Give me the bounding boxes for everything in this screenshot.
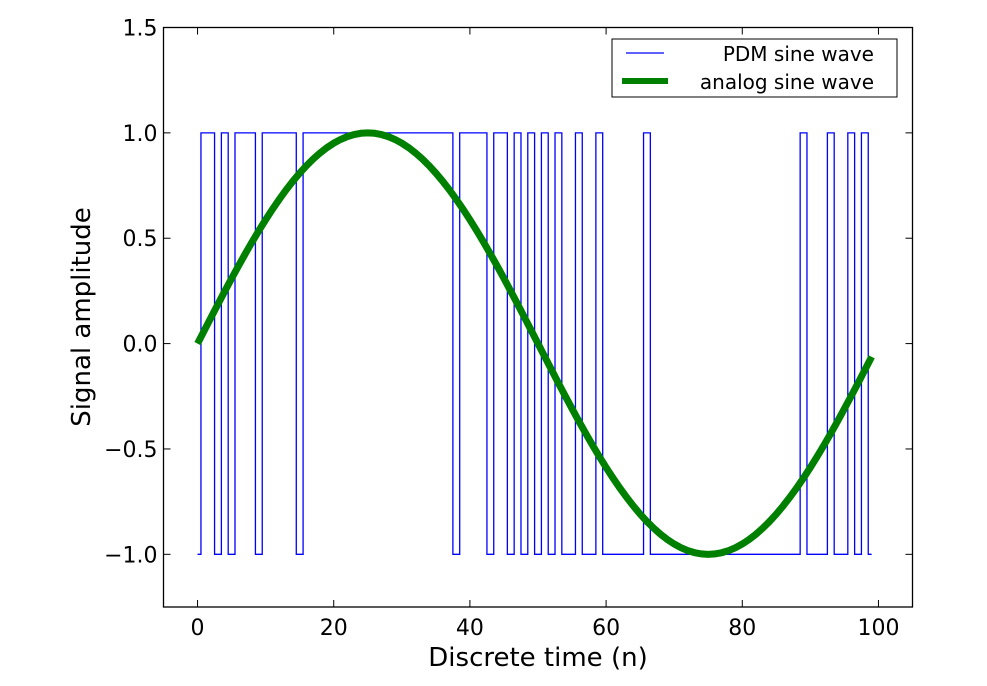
y-tick-label: −1.0 (104, 543, 157, 568)
analog-sine-wave-line (194, 129, 875, 558)
x-tick-label: 80 (728, 616, 756, 641)
x-tick-label: 0 (191, 616, 205, 641)
y-tick-label: 0.0 (123, 333, 158, 358)
x-tick-label: 20 (320, 616, 348, 641)
legend-analog-label: analog sine wave (700, 70, 874, 94)
legend: PDM sine wave analog sine wave (611, 38, 898, 98)
y-tick-label: −0.5 (104, 438, 157, 463)
y-axis-label: Signal amplitude (67, 207, 97, 427)
legend-pdm-label: PDM sine wave (723, 42, 874, 66)
x-tick-label: 100 (857, 616, 899, 641)
legend-box (611, 38, 898, 98)
axes-frame (162, 26, 914, 608)
x-axis-label: Discrete time (n) (428, 643, 647, 673)
y-tick-label: 1.5 (123, 17, 158, 42)
y-tick-label: 0.5 (123, 227, 158, 252)
y-tick-label: 1.0 (123, 122, 158, 147)
x-tick-label: 60 (592, 616, 620, 641)
x-tick-label: 40 (456, 616, 484, 641)
pdm-sine-wave-line (197, 132, 872, 555)
